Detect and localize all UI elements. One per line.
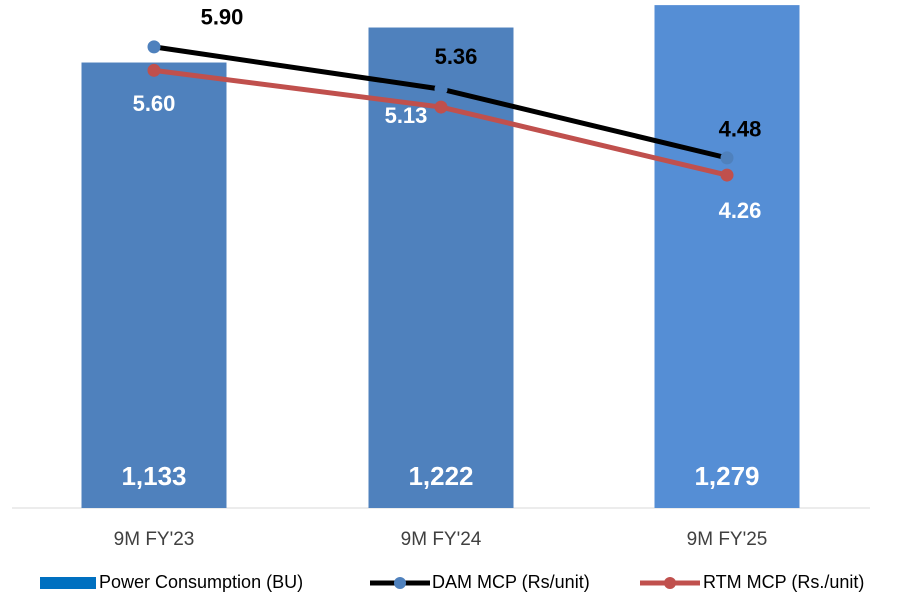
line-value-label: 5.13 xyxy=(385,103,428,128)
legend-label: DAM MCP (Rs/unit) xyxy=(432,572,590,592)
x-tick-label: 9M FY'24 xyxy=(401,529,482,550)
x-tick-label: 9M FY'23 xyxy=(114,529,195,550)
bar xyxy=(81,62,227,508)
line-value-label: 5.60 xyxy=(133,91,176,116)
line-marker xyxy=(147,63,161,77)
legend-marker xyxy=(664,577,676,589)
line-marker xyxy=(720,151,734,165)
legend-label: RTM MCP (Rs./unit) xyxy=(703,572,864,592)
line-value-label: 4.26 xyxy=(719,198,762,223)
bar-value-label: 1,222 xyxy=(408,461,473,491)
legend-swatch xyxy=(40,577,96,589)
line-value-label: 5.36 xyxy=(435,44,478,69)
line-marker xyxy=(720,168,734,182)
legend-marker xyxy=(394,577,406,589)
bar xyxy=(654,5,800,509)
line-marker xyxy=(434,100,448,114)
line-value-label: 4.48 xyxy=(719,117,762,142)
line-marker xyxy=(434,82,448,96)
legend-label: Power Consumption (BU) xyxy=(99,572,303,592)
x-tick-label: 9M FY'25 xyxy=(687,529,768,550)
line-marker xyxy=(147,40,161,54)
bar-value-label: 1,133 xyxy=(121,461,186,491)
line-value-label: 5.90 xyxy=(201,5,244,30)
bar-value-label: 1,279 xyxy=(694,461,759,491)
